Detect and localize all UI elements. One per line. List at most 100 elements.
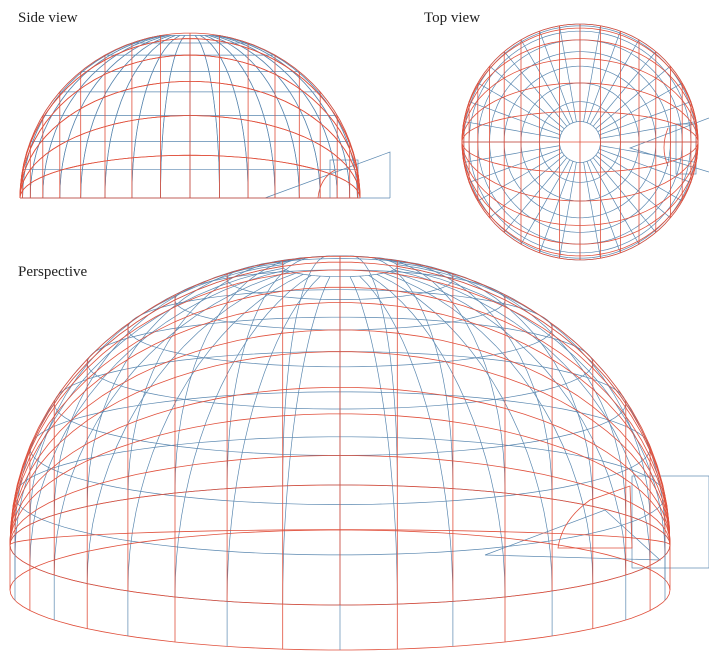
red-wire [19,38,361,199]
blue-wire [349,276,398,605]
red-wire [461,141,699,245]
blue-wire [199,35,249,199]
blue-wire [208,35,300,199]
blue-wire [463,121,560,139]
perspective-label: Perspective [18,264,87,280]
blue-wire [53,260,291,516]
red-wire [9,261,671,546]
red-wire [9,455,671,546]
red-wire [9,286,671,546]
blue-wire [376,273,553,592]
red-wire [9,269,671,546]
blue-wire [86,272,297,584]
blue-wire [583,162,601,259]
blue-wire [127,273,304,592]
red-wire [9,351,671,546]
blue-wire [477,151,563,202]
red-wire [19,81,361,199]
perspective-view [9,255,709,651]
side-view-label: Side view [18,10,78,26]
blue-wire [59,35,168,199]
blue-wire [600,121,697,139]
red-wire [19,154,361,199]
blue-wire [204,35,276,199]
blue-wire [539,30,574,123]
blue-wire [503,51,568,127]
blue-wire [104,35,176,199]
red-wire [461,39,699,143]
blue-wire [597,82,683,133]
blue-wire [468,101,561,136]
red-wire [19,54,361,199]
red-wire [9,413,671,546]
red-wire [461,141,699,202]
blue-wire [349,255,398,486]
blue-wire [468,148,561,183]
red-wire [9,329,671,546]
blue-wire [359,256,454,489]
blue-wire [226,275,321,602]
blue-wire [212,35,321,199]
blue-wire [389,260,627,516]
blue-wire [199,35,249,199]
blue-wire [219,35,358,199]
red-wire [9,255,671,546]
blue-wire [217,35,351,199]
blue-wire [383,272,594,584]
top-view-label: Top view [424,10,480,26]
blue-wire [489,154,565,219]
blue-wire [282,276,331,605]
red-wire [9,302,671,546]
top-view [461,23,709,261]
blue-wire [131,35,181,199]
blue-wire [174,275,312,598]
blue-wire [489,65,565,130]
red-wire [461,111,699,143]
blue-wire [586,161,621,254]
blue-wire [597,151,683,202]
blue-wire [586,30,621,123]
red-wire [461,141,699,257]
blue-wire [592,157,657,233]
blue-wire [595,154,671,219]
red-wire [461,141,699,173]
blue-wire [595,65,671,130]
blue-wire [368,256,506,494]
blue-wire [359,275,454,602]
blue-wire [503,157,568,233]
blue-wire [219,35,358,199]
red-wire [461,27,699,143]
blue-wire [194,35,220,199]
blue-wire [127,257,304,500]
blue-wire [477,82,563,133]
blue-wire [539,161,574,254]
red-wire [19,32,361,199]
blue-wire [131,35,181,199]
blue-wire [599,101,692,136]
blue-wire [368,275,506,598]
side-view [19,32,391,199]
blue-wire [29,269,287,566]
red-wire [9,387,671,546]
blue-wire [592,51,657,127]
blue-wire [282,255,331,486]
red-wire [461,141,699,226]
red-wire [19,115,361,199]
blue-wire [559,162,577,259]
blue-wire [212,35,321,199]
blue-wire [599,148,692,183]
blue-wire [559,25,577,122]
blue-wire [22,35,161,199]
blue-wire [160,35,186,199]
blue-wire [59,35,168,199]
blue-wire [583,25,601,122]
blue-wire [29,35,163,199]
blue-wire [80,35,172,199]
red-wire [461,82,699,143]
blue-wire [600,145,697,163]
blue-wire [22,35,161,199]
blue-wire [393,269,651,566]
red-wire [461,58,699,143]
blue-wire [174,256,312,494]
